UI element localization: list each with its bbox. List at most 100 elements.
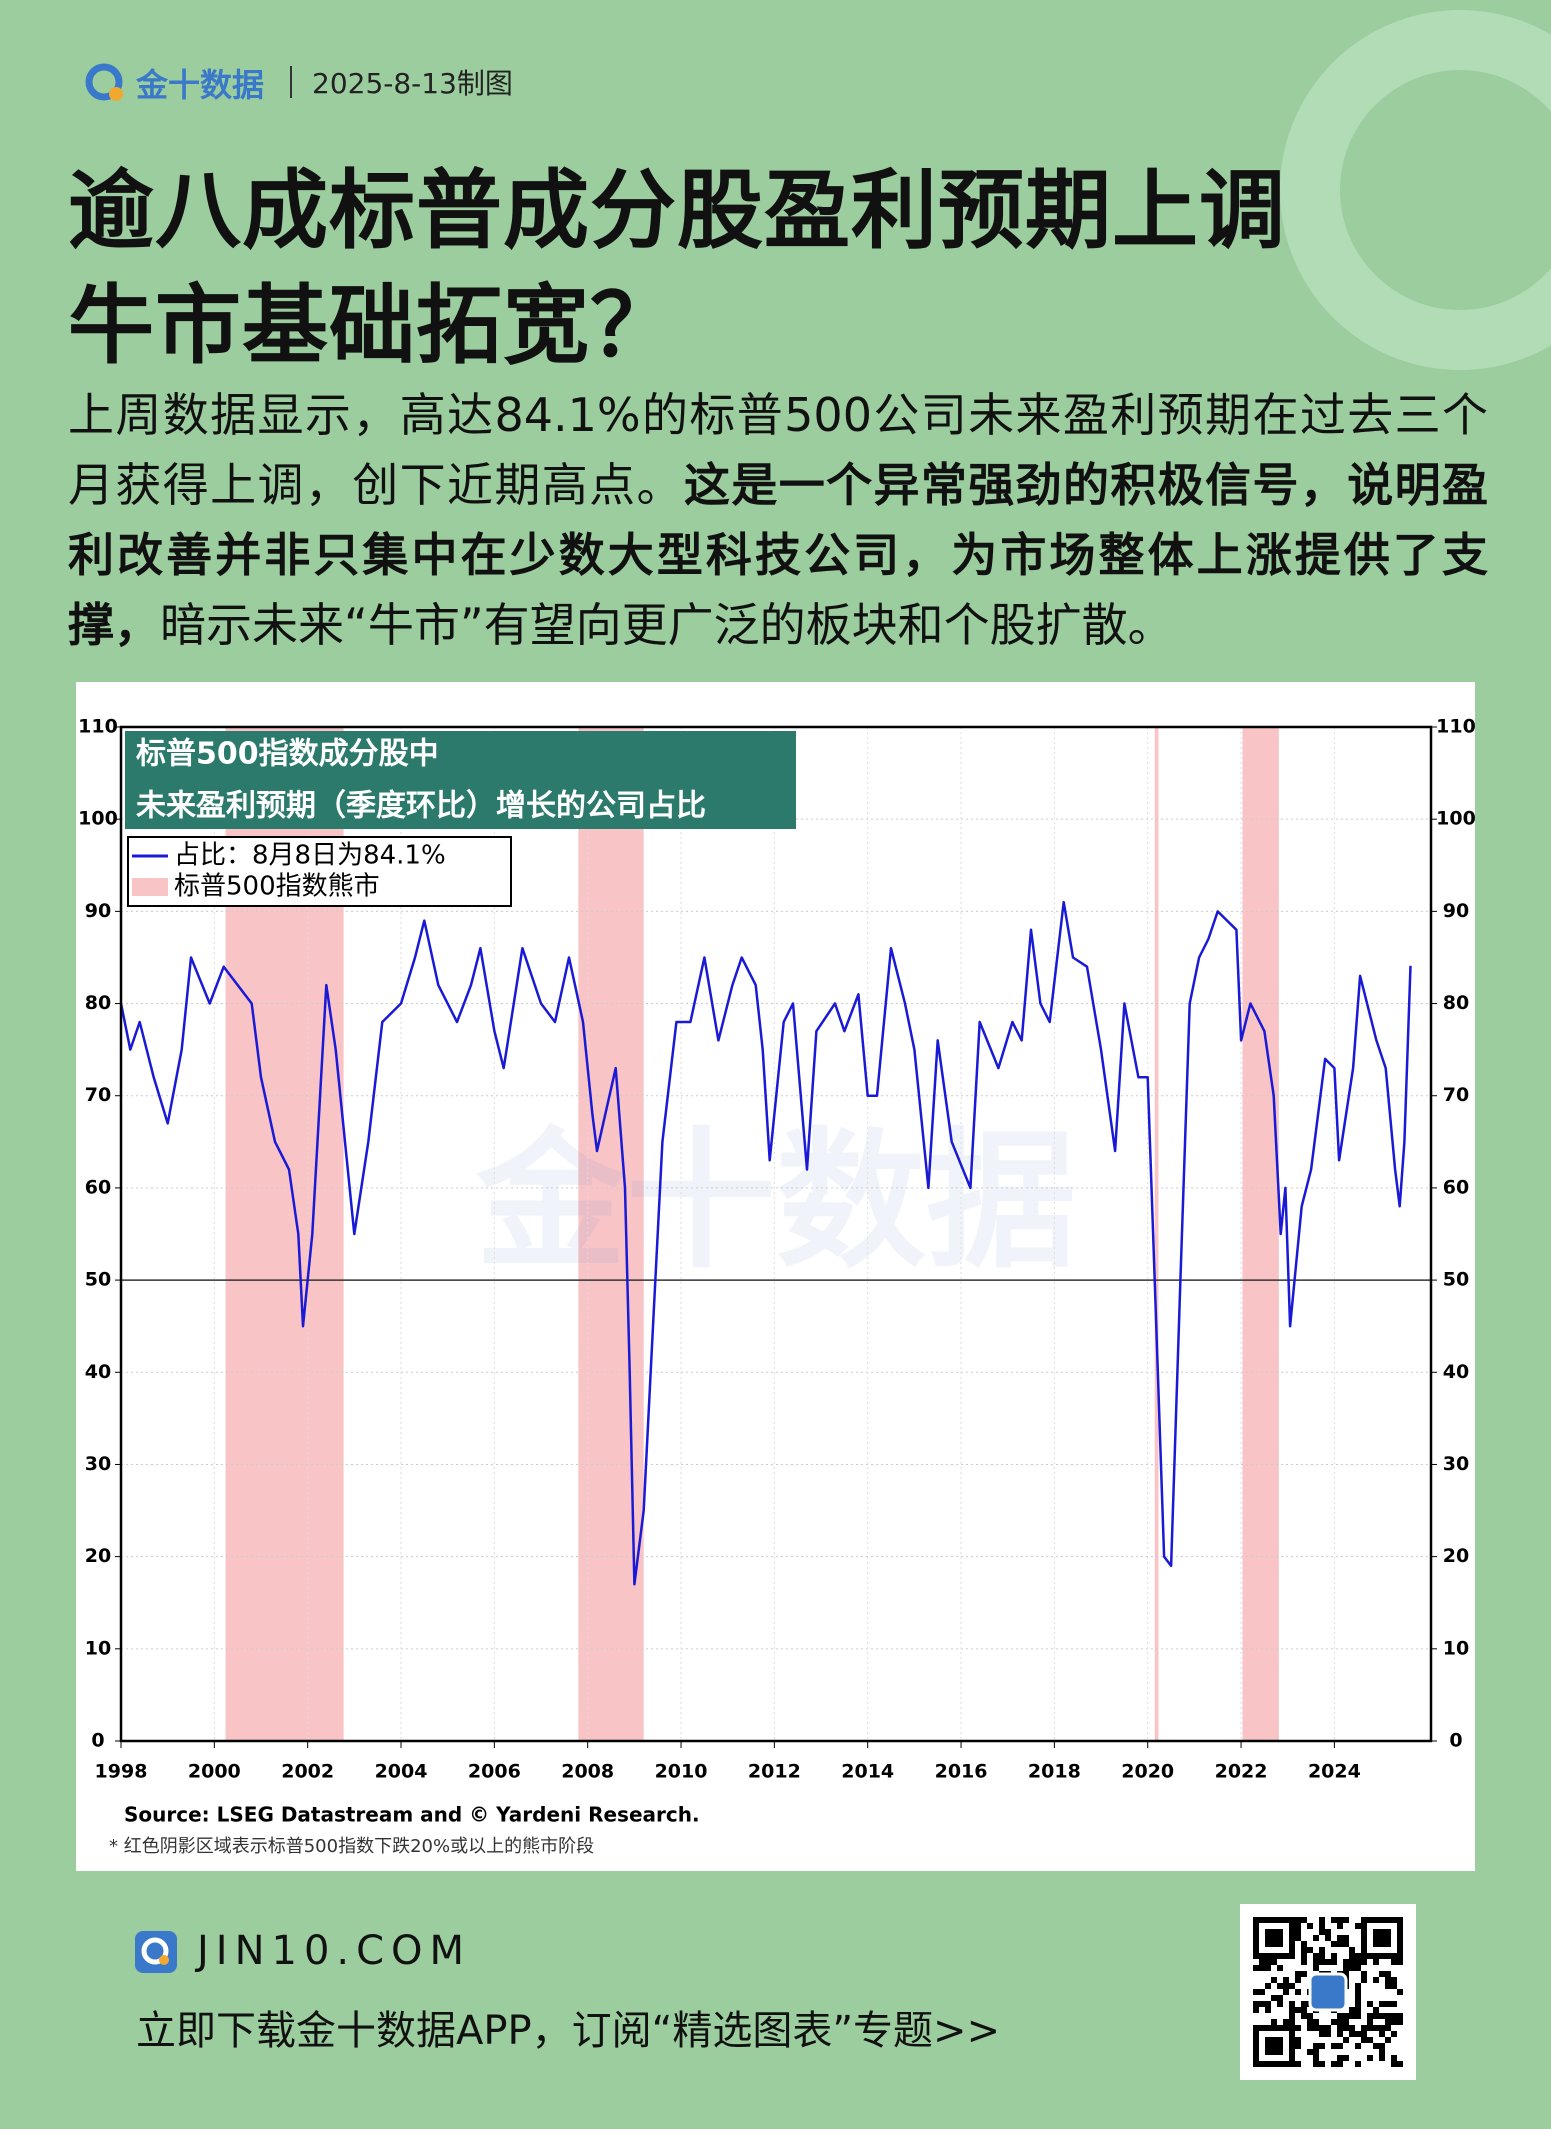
y2-tick-label: 50 xyxy=(1443,1269,1469,1291)
qr-finder xyxy=(1361,1917,1403,1959)
qr-cell xyxy=(1337,1941,1343,1947)
qr-cell xyxy=(1385,2025,1391,2031)
y2-tick-label: 90 xyxy=(1443,900,1469,922)
qr-cell xyxy=(1343,1917,1349,1923)
y-tick-label: 60 xyxy=(85,1176,111,1198)
qr-cell xyxy=(1337,2019,1343,2025)
qr-cell xyxy=(1301,1917,1307,1923)
qr-cell xyxy=(1265,1983,1271,1989)
legend-label: 标普500指数熊市 xyxy=(174,872,380,902)
qr-cell xyxy=(1361,2037,1367,2043)
qr-cell xyxy=(1343,1941,1349,1947)
qr-cell xyxy=(1289,1983,1295,1989)
y2-tick-label: 40 xyxy=(1443,1361,1469,1383)
qr-cell xyxy=(1355,1983,1361,1989)
qr-cell xyxy=(1313,2049,1319,2055)
qr-cell xyxy=(1271,1977,1277,1983)
qr-cell xyxy=(1307,2019,1313,2025)
y-tick-label: 40 xyxy=(85,1361,111,1383)
chart-title: 标普500指数成分股中 xyxy=(136,737,439,772)
qr-cell xyxy=(1325,1959,1331,1965)
qr-cell xyxy=(1265,1965,1271,1971)
qr-cell xyxy=(1253,2001,1259,2007)
qr-cell xyxy=(1295,2043,1301,2049)
qr-cell xyxy=(1373,2043,1379,2049)
x-tick-label: 2018 xyxy=(1028,1761,1081,1783)
qr-cell xyxy=(1271,1959,1277,1965)
qr-cell xyxy=(1349,2025,1355,2031)
y2-tick-label: 20 xyxy=(1443,1545,1469,1567)
y2-tick-label: 0 xyxy=(1449,1730,1462,1752)
qr-finder xyxy=(1373,1929,1391,1947)
x-tick-label: 2008 xyxy=(561,1761,614,1783)
qr-cell xyxy=(1313,2055,1319,2061)
qr-cell xyxy=(1397,1959,1403,1965)
qr-cell xyxy=(1331,1917,1337,1923)
qr-cell xyxy=(1391,2019,1397,2025)
qr-cell xyxy=(1295,1929,1301,1935)
y-tick-label: 70 xyxy=(85,1084,111,1106)
site: JIN10.COM xyxy=(197,1928,472,1974)
qr-cell xyxy=(1337,2031,1343,2037)
qr-cell xyxy=(1385,2037,1391,2043)
date: 2025-8-13制图 xyxy=(312,67,513,100)
qr-cell xyxy=(1379,2043,1385,2049)
qr-cell xyxy=(1379,2055,1385,2061)
qr-cell xyxy=(1331,1953,1337,1959)
qr-cell xyxy=(1313,2025,1319,2031)
qr-cell xyxy=(1397,2061,1403,2067)
qr-cell xyxy=(1253,1989,1259,1995)
qr-cell xyxy=(1355,2031,1361,2037)
qr-cell xyxy=(1367,2025,1373,2031)
qr-finder xyxy=(1265,1929,1283,1947)
qr-cell xyxy=(1355,1989,1361,1995)
qr-cell xyxy=(1391,2055,1397,2061)
qr-cell xyxy=(1319,2061,1325,2067)
body-segment: 上周数据显示，高达84.1%的标普500公司未来盈利预期在过去三个月获得上调，创… xyxy=(68,388,1488,512)
separator xyxy=(290,66,292,98)
qr-cell xyxy=(1361,2031,1367,2037)
qr-cell xyxy=(1259,2001,1265,2007)
qr-cell xyxy=(1373,2025,1379,2031)
qr-cell xyxy=(1313,1965,1319,1971)
qr-cell xyxy=(1313,1959,1319,1965)
plot-frame xyxy=(119,725,1433,1743)
chart-title: 未来盈利预期（季度环比）增长的公司占比 xyxy=(136,789,706,824)
qr-cell xyxy=(1349,2013,1355,2019)
qr-cell xyxy=(1367,2055,1373,2061)
qr-cell xyxy=(1397,2019,1403,2025)
x-tick-label: 2020 xyxy=(1121,1761,1174,1783)
x-tick-label: 1998 xyxy=(95,1761,148,1783)
qr-cell xyxy=(1355,2043,1361,2049)
x-tick-label: 2024 xyxy=(1308,1761,1361,1783)
qr-cell xyxy=(1379,2001,1385,2007)
qr-cell xyxy=(1355,2001,1361,2007)
qr-cell xyxy=(1295,1971,1301,1977)
qr-cell xyxy=(1391,2061,1397,2067)
qr-cell xyxy=(1295,1917,1301,1923)
qr-cell xyxy=(1343,1971,1349,1977)
qr-cell xyxy=(1337,2025,1343,2031)
qr-cell xyxy=(1343,2019,1349,2025)
qr-cell xyxy=(1259,1989,1265,1995)
x-tick-label: 2012 xyxy=(748,1761,801,1783)
qr-cell xyxy=(1265,2007,1271,2013)
qr-cell xyxy=(1331,2043,1337,2049)
qr-cell xyxy=(1391,2001,1397,2007)
qr-cell xyxy=(1319,1947,1325,1953)
body-text: 上周数据显示，高达84.1%的标普500公司未来盈利预期在过去三个月获得上调，创… xyxy=(68,380,1488,660)
title: 逾八成标普成分股盈利预期上调 xyxy=(68,161,1286,261)
qr-cell xyxy=(1391,1983,1397,1989)
qr-cell xyxy=(1349,1959,1355,1965)
deco-logo xyxy=(1280,10,1551,370)
qr-finder xyxy=(1253,2025,1295,2067)
qr-cell xyxy=(1385,1971,1391,1977)
qr-cell xyxy=(1337,2061,1343,2067)
qr-cell xyxy=(1283,1983,1289,1989)
qr-cell xyxy=(1343,2037,1349,2043)
qr-cell xyxy=(1319,1959,1325,1965)
qr-cell xyxy=(1337,1923,1343,1929)
qr-cell xyxy=(1379,2025,1385,2031)
qr-cell xyxy=(1355,1965,1361,1971)
